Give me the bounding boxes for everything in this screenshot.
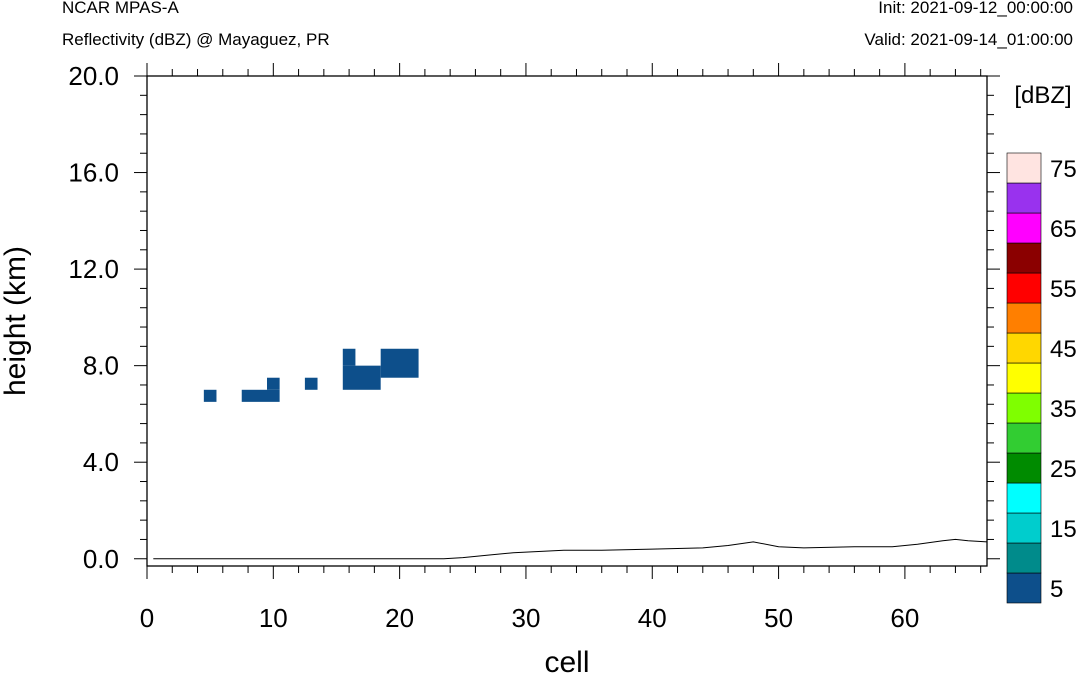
init-time: Init: 2021-09-12_00:00:00 [878,0,1073,17]
plot-frame [146,75,988,567]
y-tick-label: 16.0 [68,158,119,188]
colorbar-title: [dBZ] [1014,82,1071,109]
reflectivity-cell [304,377,318,390]
y-tick-label: 20.0 [68,61,119,91]
colorbar-swatch [1006,212,1042,244]
x-tick-label: 40 [638,603,667,633]
reflectivity-cell [241,389,280,402]
colorbar-swatch [1006,242,1042,274]
colorbar [1006,152,1042,604]
colorbar-swatch [1006,512,1042,544]
colorbar-swatch [1006,482,1042,514]
axis-ticks [134,63,1000,579]
reflectivity-cell [267,377,280,390]
colorbar-swatch [1006,422,1042,454]
y-axis-label: height (km) [0,246,32,396]
colorbar-swatch [1006,302,1042,334]
y-tick-label: 4.0 [83,447,119,477]
y-tick-labels: 0.0 4.0 8.0 12.0 16.0 20.0 [68,61,119,574]
colorbar-label: 35 [1050,396,1077,423]
x-tick-label: 20 [385,603,414,633]
x-axis-label: cell [544,646,589,677]
y-tick-label: 12.0 [68,254,119,284]
colorbar-label: 75 [1050,156,1077,183]
colorbar-label: 65 [1050,216,1077,243]
reflectivity-cells [203,348,419,402]
colorbar-swatch [1006,542,1042,574]
field-subtitle: Reflectivity (dBZ) @ Mayaguez, PR [62,30,330,49]
colorbar-label: 15 [1050,516,1077,543]
reflectivity-cell [380,348,419,378]
colorbar-label: 5 [1050,576,1063,603]
terrain-line [153,538,988,560]
x-tick-label: 30 [511,603,540,633]
colorbar-swatch [1006,152,1042,184]
terrain-polyline [153,538,988,560]
colorbar-swatch [1006,182,1042,214]
x-tick-label: 0 [140,603,154,633]
colorbar-swatch [1006,362,1042,394]
colorbar-label: 25 [1050,456,1077,483]
valid-time: Valid: 2021-09-14_01:00:00 [864,30,1073,49]
colorbar-swatch [1006,272,1042,304]
x-tick-label: 60 [890,603,919,633]
colorbar-swatch [1006,452,1042,484]
colorbar-swatch [1006,572,1042,604]
x-tick-label: 10 [259,603,288,633]
colorbar-swatch [1006,392,1042,424]
x-tick-label: 50 [764,603,793,633]
x-tick-labels: 0 10 20 30 40 50 60 [140,603,920,633]
colorbar-labels: 5 15 25 35 45 55 65 75 [1050,156,1077,603]
colorbar-label: 45 [1050,336,1077,363]
reflectivity-cell [342,348,356,366]
reflectivity-cell [342,365,381,390]
y-tick-label: 8.0 [83,351,119,381]
reflectivity-cell [203,389,217,402]
y-tick-label: 0.0 [83,544,119,574]
colorbar-swatch [1006,332,1042,364]
colorbar-label: 55 [1050,276,1077,303]
model-title: NCAR MPAS-A [62,0,179,17]
